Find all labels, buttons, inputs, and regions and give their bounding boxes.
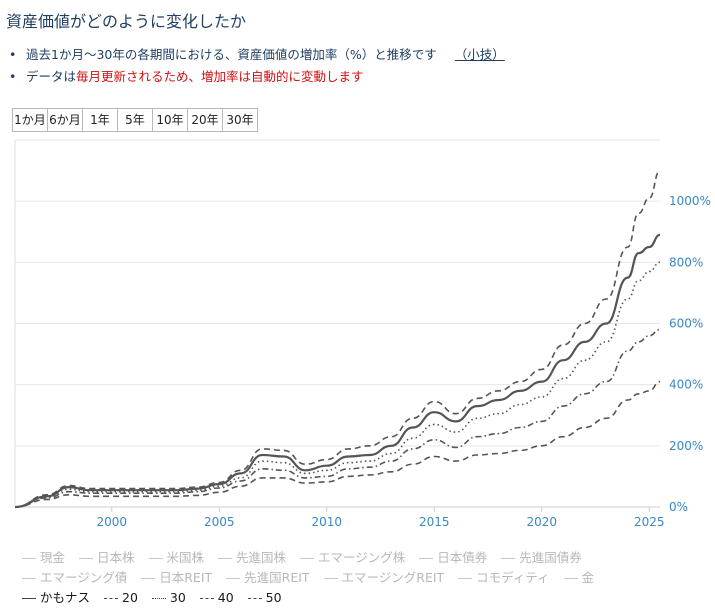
y-tick-label: 400% [669,378,703,392]
tab-20-years[interactable]: 20年 [188,109,223,131]
legend-line-icon [22,578,36,579]
legend-line-icon [563,578,578,579]
y-tick-label: 800% [669,255,703,269]
legend-item[interactable]: 先進国債券 [501,548,582,568]
legend-label: 先進国債券 [519,550,582,565]
legend-label: 先進国株 [236,550,287,565]
legend-label: エマージングREIT [341,570,445,585]
legend-item[interactable]: 日本REIT [141,568,212,588]
legend-label: エマージング株 [318,550,406,565]
legend-item[interactable]: コモディティ [458,568,550,588]
legend-item[interactable]: エマージング株 [300,548,405,568]
legend-item[interactable]: 先進国株 [218,548,286,568]
chart-legend: 現金 日本株 米国株 先進国株 エマージング株 日本債券 先進国債券 エマージン… [22,548,692,608]
legend-label: かもナス [40,590,91,605]
legend-label: 30 [169,590,186,605]
legend-line-icon [247,598,262,599]
legend-row: かもナス 20 30 40 50 [22,588,692,608]
legend-line-icon [141,578,156,579]
series-line-20 [14,169,661,508]
legend-label: コモディティ [476,570,550,585]
legend-label: 現金 [40,550,66,565]
description-item: • データは毎月更新されるため、増加率は自動的に変動します [6,68,505,90]
legend-label: 米国株 [166,550,205,565]
legend-label: 金 [581,570,595,585]
x-tick-label: 2025 [634,515,665,529]
y-tick-label: 0% [669,500,688,514]
legend-label: 先進国REIT [244,570,310,585]
legend-row: エマージング債 日本REIT 先進国REIT エマージングREIT コモディティ… [22,568,692,588]
legend-line-icon [300,558,314,559]
tab-6-months[interactable]: 6か月 [48,109,83,131]
tips-link[interactable]: （小技） [454,47,505,62]
tab-5-years[interactable]: 5年 [118,109,153,131]
legend-line-icon [501,558,516,559]
legend-item[interactable]: 現金 [22,548,65,568]
legend-item[interactable]: 米国株 [148,548,205,568]
tab-1-month[interactable]: 1か月 [13,109,48,131]
legend-item[interactable]: 先進国REIT [226,568,310,588]
legend-item[interactable]: エマージングREIT [323,568,445,588]
x-tick-label: 2020 [526,515,557,529]
series-line-かもナス [14,233,661,509]
legend-line-icon [199,598,214,599]
x-tick-label: 2010 [311,515,342,529]
description-item: • 過去1か月〜30年の各期間における、資産価値の増加率（%）と推移です （小技… [6,46,505,68]
legend-label: 50 [265,590,282,605]
series-line-30 [14,261,661,508]
tab-1-year[interactable]: 1年 [83,109,118,131]
legend-item[interactable]: エマージング債 [22,568,127,588]
line-chart: 0% 200% 400% 600% 800% 1000% 2000 2005 2010 2015 2… [14,139,711,529]
bullet-icon: • [9,69,17,84]
legend-label: 日本株 [97,550,135,565]
legend-line-icon [226,578,241,579]
legend-item-20[interactable]: 20 [104,588,138,608]
bullet-icon: • [9,47,17,62]
legend-item-kamonasu[interactable]: かもナス [22,588,90,608]
legend-line-icon [22,558,36,559]
x-tick-label: 2015 [419,515,450,529]
legend-item-40[interactable]: 40 [199,588,234,608]
description-list: • 過去1か月〜30年の各期間における、資産価値の増加率（%）と推移です （小技… [6,46,505,90]
notice-text-highlight: 毎月更新されるため、増加率は自動的に変動します [76,69,364,84]
legend-item[interactable]: 日本株 [79,548,135,568]
legend-item-50[interactable]: 50 [247,588,282,608]
x-tick-label: 2000 [96,515,127,529]
x-tick-label: 2005 [204,515,235,529]
legend-label: 20 [122,590,138,605]
y-tick-label: 600% [669,317,703,331]
legend-label: エマージング債 [40,570,128,585]
legend-line-icon [148,558,163,559]
legend-label: 日本REIT [159,570,213,585]
tab-30-years[interactable]: 30年 [223,109,257,131]
legend-line-icon [22,598,36,599]
y-tick-label: 1000% [669,194,711,208]
period-tabs: 1か月 6か月 1年 5年 10年 20年 30年 [12,108,258,132]
series-line-50 [14,380,661,508]
tab-10-years[interactable]: 10年 [153,109,188,131]
legend-item[interactable]: 日本債券 [419,548,487,568]
page-title: 資産価値がどのように変化したか [6,12,247,31]
legend-item-30[interactable]: 30 [151,588,186,608]
description-text: 過去1か月〜30年の各期間における、資産価値の増加率（%）と推移です [26,47,437,62]
legend-item[interactable]: 金 [563,568,595,588]
notice-text-lead: データは [26,69,77,84]
legend-line-icon [79,558,93,559]
legend-line-icon [104,598,118,599]
legend-label: 40 [217,590,234,605]
legend-row: 現金 日本株 米国株 先進国株 エマージング株 日本債券 先進国債券 [22,548,692,568]
legend-line-icon [323,578,338,579]
y-tick-label: 200% [669,439,703,453]
legend-line-icon [458,578,473,579]
series-line-40 [14,328,661,508]
legend-line-icon [218,558,232,559]
legend-line-icon [151,598,166,599]
legend-line-icon [419,558,434,559]
legend-label: 日本債券 [437,550,488,565]
